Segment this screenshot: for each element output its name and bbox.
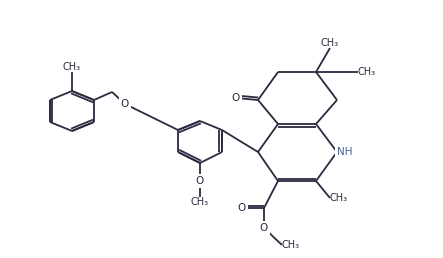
Text: CH₃: CH₃ [358,67,376,77]
Text: O: O [196,176,204,186]
Text: O: O [260,223,268,233]
Text: O: O [232,93,240,103]
Text: CH₃: CH₃ [63,62,81,72]
Text: NH: NH [337,147,353,157]
Text: CH₃: CH₃ [330,193,348,203]
Text: O: O [238,203,246,213]
Text: CH₃: CH₃ [191,197,209,207]
Text: CH₃: CH₃ [321,38,339,48]
Text: CH₃: CH₃ [282,240,300,250]
Text: O: O [121,99,129,109]
